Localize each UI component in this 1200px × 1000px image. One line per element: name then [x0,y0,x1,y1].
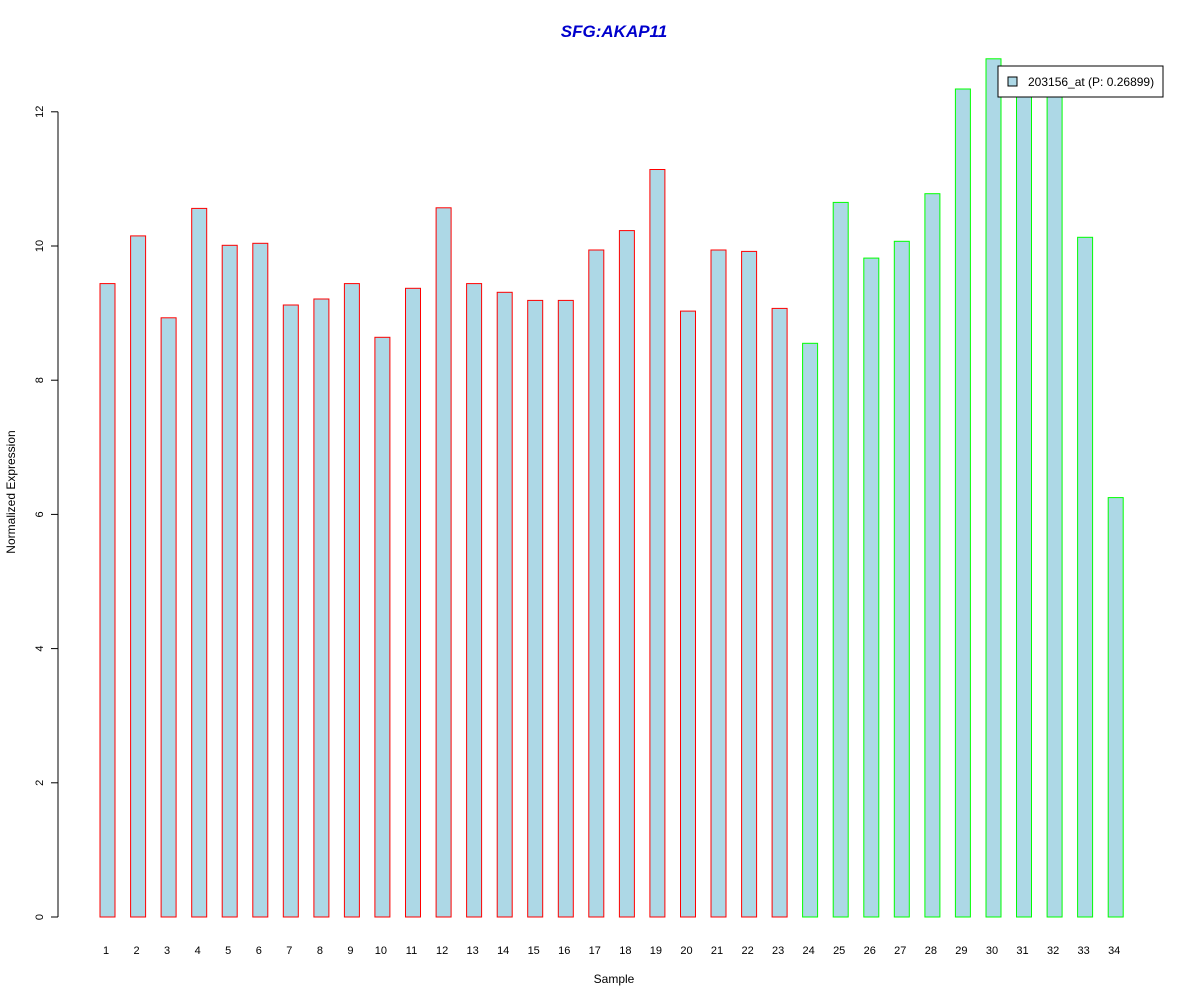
y-tick-label: 6 [34,511,46,517]
bar-27 [893,240,910,918]
y-tick-label: 0 [34,914,46,920]
bar-6 [252,242,269,918]
bar-9 [343,283,360,918]
x-tick-label: 33 [1077,945,1089,957]
bar-16 [557,299,574,918]
x-tick-label: 9 [347,945,353,957]
bar-11 [405,287,421,918]
bar-25 [832,201,849,918]
x-tick-label: 1 [103,945,109,957]
bar-34 [1107,497,1124,918]
y-axis: 0 2 4 6 8 10 12 [34,106,59,920]
x-tick-label: 29 [955,945,967,957]
x-tick-label: 13 [466,945,478,957]
x-tick-label: 16 [558,945,570,957]
bar-21 [710,249,727,918]
bar-3 [160,317,177,918]
bar-26 [863,257,880,918]
x-tick-label: 6 [256,945,262,957]
bar-17 [588,249,605,918]
x-tick-label: 34 [1108,945,1120,957]
bar-18 [618,230,635,918]
x-tick-label: 7 [286,945,292,957]
chart-title: SFG:AKAP11 [561,22,667,41]
bar-7 [282,304,299,918]
x-tick-label: 27 [894,945,906,957]
x-tick-label: 32 [1047,945,1059,957]
legend-label: 203156_at (P: 0.26899) [1028,75,1154,89]
y-axis-label: Normalized Expression [4,430,18,553]
x-tick-label: 15 [528,945,540,957]
bar-15 [527,299,544,918]
x-tick-label: 28 [925,945,937,957]
x-tick-label: 25 [833,945,845,957]
x-tick-label: 17 [589,945,601,957]
legend-swatch [1007,76,1018,87]
bar-2 [130,235,147,918]
x-tick-label: 24 [802,945,814,957]
bar-5 [221,244,238,918]
bar-32 [1046,91,1063,918]
x-tick-label: 14 [497,945,509,957]
x-tick-label: 19 [650,945,662,957]
legend: 203156_at (P: 0.26899) [997,65,1164,98]
x-tick-label: 12 [436,945,448,957]
bar-30 [985,58,1002,918]
bar-24 [802,342,819,918]
bar-28 [924,193,941,918]
legend-box [997,65,1164,98]
x-tick-label: 2 [134,945,140,957]
bar-19 [649,169,666,918]
bar-22 [741,250,758,918]
bar-12 [435,207,452,918]
bars [99,58,1124,918]
x-tick-label: 18 [619,945,631,957]
x-axis-label: Sample [594,972,635,986]
x-tick-label: 22 [741,945,753,957]
x-tick-label: 11 [406,945,417,957]
bar-8 [313,298,330,918]
x-tick-labels: 1 2 3 4 5 6 7 8 9 10 11 12 13 14 15 16 17 18 19 20 21 22 23 24 2… [103,945,1120,957]
y-tick-label: 12 [34,106,46,118]
bar-1 [99,283,116,918]
bar-13 [466,283,483,918]
x-tick-label: 23 [772,945,784,957]
bar-20 [680,310,696,918]
y-tick-label: 8 [34,377,46,383]
bar-4 [191,207,208,918]
x-tick-label: 3 [164,945,170,957]
y-tick-label: 2 [34,780,46,786]
x-tick-label: 20 [680,945,692,957]
y-tick-label: 4 [34,646,46,652]
x-tick-label: 4 [195,945,201,957]
x-tick-label: 26 [864,945,876,957]
x-tick-label: 21 [711,945,723,957]
bar-29 [954,88,971,918]
bar-10 [374,336,391,918]
bar-14 [496,291,513,918]
x-tick-label: 30 [986,945,998,957]
x-tick-label: 8 [317,945,323,957]
bar-23 [771,307,788,918]
x-tick-label: 10 [375,945,387,957]
x-tick-label: 5 [225,945,231,957]
bar-33 [1077,236,1094,918]
bar-31 [1016,91,1032,918]
y-tick-label: 10 [34,240,46,252]
x-tick-label: 31 [1016,945,1028,957]
